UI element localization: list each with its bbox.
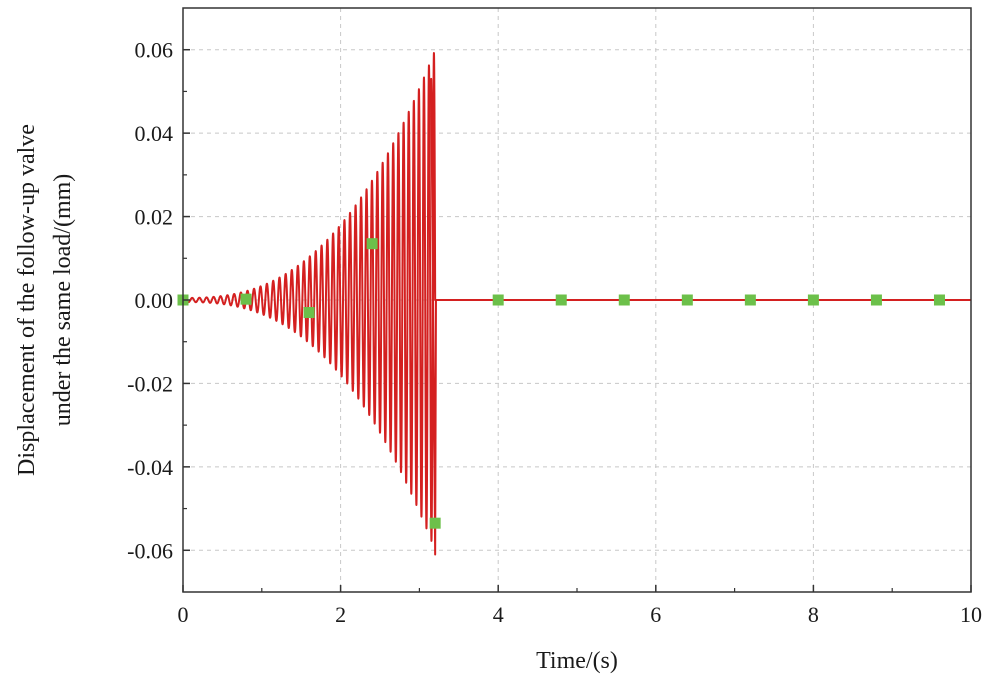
data-point-marker	[870, 294, 882, 306]
x-tick-label: 6	[650, 602, 661, 627]
y-axis-title-line-1: Displacement of the follow-up valve	[14, 124, 40, 476]
y-tick-label: 0.04	[135, 121, 174, 146]
data-point-marker	[366, 238, 378, 250]
y-tick-label: -0.02	[127, 371, 173, 396]
data-point-marker	[555, 294, 567, 306]
y-tick-label: -0.06	[127, 538, 173, 563]
data-point-marker	[618, 294, 630, 306]
x-tick-label: 10	[960, 602, 982, 627]
x-axis-title: Time/(s)	[536, 648, 618, 674]
x-tick-label: 8	[808, 602, 819, 627]
x-tick-label: 4	[493, 602, 504, 627]
data-point-marker	[303, 307, 315, 319]
y-axis: -0.06 -0.04 -0.02 0.00 0.02 0.04 0.06	[127, 38, 190, 563]
data-point-marker	[807, 294, 819, 306]
data-point-marker	[429, 517, 441, 529]
x-axis: 0 2 4 6 8 10	[178, 585, 982, 627]
y-axis-title: Displacement of the follow-up valve unde…	[14, 124, 76, 476]
x-tick-label: 0	[178, 602, 189, 627]
data-point-marker	[933, 294, 945, 306]
y-tick-label: -0.04	[127, 455, 173, 480]
line-series-layer	[182, 52, 971, 556]
y-axis-title-line-2: under the same load/(mm)	[50, 174, 76, 427]
data-point-marker	[681, 294, 693, 306]
series-line	[182, 52, 971, 556]
y-tick-label: 0.06	[135, 38, 174, 63]
y-tick-label: 0.00	[135, 288, 174, 313]
x-tick-label: 2	[335, 602, 346, 627]
data-point-marker	[492, 294, 504, 306]
data-point-marker	[744, 294, 756, 306]
y-tick-label: 0.02	[135, 205, 174, 230]
data-point-marker	[240, 293, 252, 305]
